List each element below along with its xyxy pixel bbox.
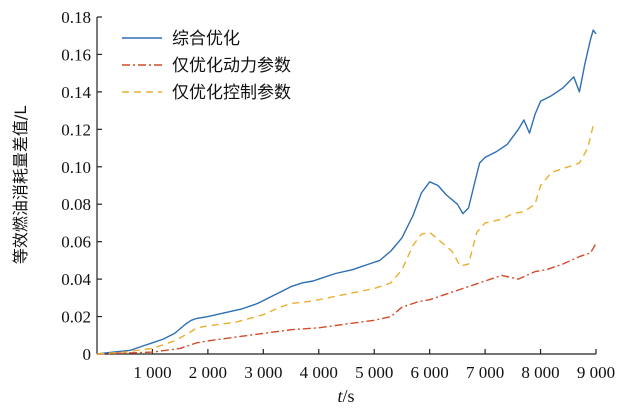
legend-label: 综合优化 <box>172 29 240 49</box>
y-tick-label: 0.16 <box>61 45 91 64</box>
y-tick-label: 0.06 <box>61 233 91 252</box>
x-tick-label: 7 000 <box>466 363 504 382</box>
y-axis-title: 等效燃油消耗量差值/L <box>11 106 30 264</box>
x-tick-label: 3 000 <box>244 363 282 382</box>
x-tick-label: 9 000 <box>577 363 615 382</box>
series-layer <box>96 29 597 355</box>
x-tick-label: 4 000 <box>300 363 338 382</box>
y-tick-label: 0.10 <box>61 158 91 177</box>
y-tick-label: 0 <box>83 345 92 364</box>
x-tick-label: 2 000 <box>189 363 227 382</box>
x-axis-title-variable: t <box>337 386 343 406</box>
axes <box>96 17 596 355</box>
y-tick-label: 0.02 <box>61 308 91 327</box>
legend-label: 仅优化动力参数 <box>172 56 291 76</box>
x-tick-label: 1 000 <box>133 363 171 382</box>
legend-label: 仅优化控制参数 <box>172 83 291 103</box>
ticks: 0 0.02 0.04 0.06 0.08 0.10 0.12 0.14 0.16 0.18 1 0… <box>61 8 615 382</box>
x-tick-label: 5 000 <box>355 363 393 382</box>
series-line-3 <box>96 123 597 355</box>
series-line-1 <box>96 29 597 355</box>
x-tick-label: 8 000 <box>521 363 559 382</box>
y-tick-label: 0.04 <box>61 270 91 289</box>
x-axis-title-unit: /s <box>343 386 355 406</box>
y-tick-label: 0.12 <box>61 120 91 139</box>
series-line-2 <box>96 243 597 355</box>
y-tick-label: 0.18 <box>61 8 91 27</box>
x-axis-title: t/s <box>337 386 354 406</box>
x-tick-label: 6 000 <box>411 363 449 382</box>
y-tick-label: 0.14 <box>61 83 91 102</box>
y-tick-label: 0.08 <box>61 195 91 214</box>
